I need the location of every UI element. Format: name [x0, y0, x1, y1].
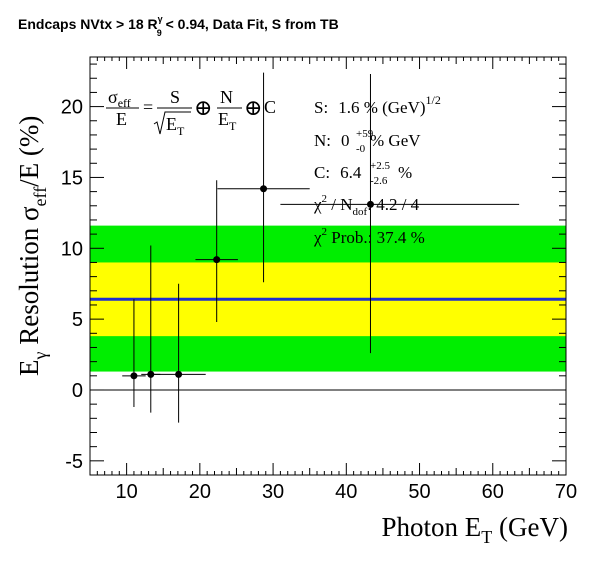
plot-frame	[89, 56, 567, 476]
stat-chi2-ndof: χ2 / Ndof: 4.2 / 4	[313, 193, 420, 218]
formula-equals: =	[143, 97, 153, 117]
fit-stats: S: 1.6 % (GeV)1/2 N: 0 +59 -0 % GeV C: 6.4 …	[313, 93, 441, 247]
x-tick-label: 50	[408, 481, 430, 503]
y-tick-label: 5	[72, 309, 83, 331]
y-tick-label: 20	[61, 97, 83, 119]
x-axis: 10 20 30 40 50 60 70	[89, 57, 577, 503]
formula-C: C	[264, 97, 276, 117]
x-tick-label: 20	[189, 481, 211, 503]
point-marker	[175, 370, 183, 378]
x-tick-label: 40	[335, 481, 357, 503]
data-point	[217, 72, 310, 283]
formula-ET: ET	[166, 114, 185, 138]
point-marker	[147, 370, 155, 378]
formula-ET2: ET	[218, 109, 237, 133]
x-tick-label: 30	[262, 481, 284, 503]
y-tick-label: 10	[61, 238, 83, 260]
data-point	[122, 299, 146, 407]
stat-C-down: -2.6	[370, 175, 388, 187]
x-axis-label: Photon ET (GeV)	[382, 512, 568, 547]
y-axis: -5 0 5 10 15 20	[61, 63, 566, 476]
data-points	[122, 72, 520, 423]
data-point	[280, 74, 520, 354]
point-marker	[130, 372, 138, 380]
point-marker	[213, 256, 221, 264]
x-tick-label: 60	[482, 481, 504, 503]
x-tick-label: 70	[555, 481, 577, 503]
formula-sqrt	[153, 111, 191, 135]
formula-oplus: ⊕	[194, 95, 212, 120]
formula-E: E	[116, 109, 127, 129]
stat-chi2-prob: χ2 Prob.: 37.4 %	[313, 226, 425, 247]
chart-title: Endcaps NVtx > 18 Rγ 9 < 0.94, Data Fit, …	[18, 14, 339, 38]
stat-C-up: +2.5	[370, 160, 390, 172]
formula-sigma-eff: σeff	[108, 87, 131, 110]
point-marker	[366, 200, 374, 208]
y-axis-label: Eγ Resolution σeff/E (%)	[14, 116, 50, 376]
data-point	[195, 180, 238, 322]
formula-N: N	[220, 87, 233, 107]
stat-N-unit: % GeV	[370, 131, 421, 150]
stat-N-down: -0	[356, 143, 366, 155]
y-tick-label: 15	[61, 167, 83, 189]
stat-S: S: 1.6 % (GeV)1/2	[314, 93, 441, 117]
data-point	[151, 283, 206, 423]
stat-C: C: 6.4	[314, 163, 362, 182]
point-marker	[260, 185, 268, 193]
formula-oplus: ⊕	[244, 95, 262, 120]
y-tick-label: -5	[65, 451, 83, 473]
stat-N: N: 0	[314, 131, 350, 150]
y-tick-label: 0	[72, 380, 83, 402]
stat-C-unit: %	[398, 163, 412, 182]
plot-area	[90, 72, 566, 423]
fit-formula: σeff E = S ET ⊕ N ET ⊕ C	[106, 87, 276, 138]
x-tick-label: 10	[115, 481, 137, 503]
formula-S: S	[170, 87, 180, 107]
stat-N-up: +59	[356, 128, 374, 140]
